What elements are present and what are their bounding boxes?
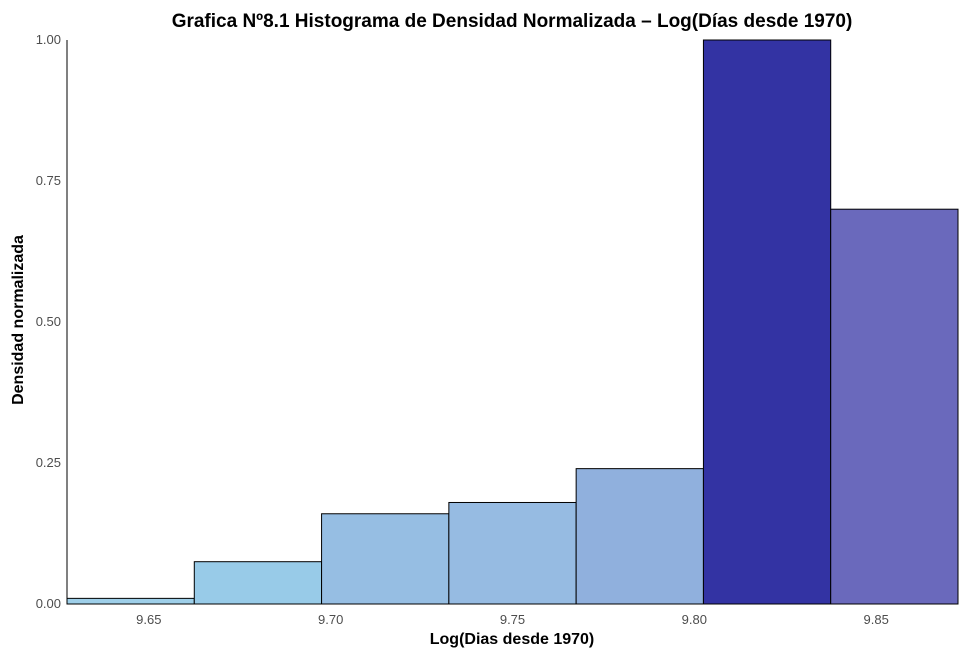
histogram-bar-3 [321,513,450,605]
x-tick-label: 9.80 [682,612,707,627]
x-tick-labels: 9.65 9.70 9.75 9.80 9.85 [136,612,889,627]
x-tick-label: 9.65 [136,612,161,627]
x-tick-label: 9.70 [318,612,343,627]
histogram-bar-7 [830,208,959,605]
bars-group [66,39,959,605]
chart-title: Grafica Nº8.1 Histograma de Densidad Nor… [172,11,853,32]
x-tick-label: 9.85 [864,612,889,627]
y-axis-label: Densidad normalizada [10,235,27,405]
histogram-bar-6 [702,39,832,605]
y-tick-labels: 0.00 0.25 0.50 0.75 1.00 [36,32,61,611]
x-tick-label: 9.75 [500,612,525,627]
y-tick-label: 0.00 [36,596,61,611]
histogram-bar-1 [66,597,195,605]
histogram-bar-5 [575,468,704,605]
histogram-bar-2 [193,561,323,605]
y-tick-label: 1.00 [36,32,61,47]
histogram-bar-4 [448,501,577,605]
y-tick-label: 0.50 [36,314,61,329]
y-tick-label: 0.25 [36,455,61,470]
x-axis-label: Log(Dias desde 1970) [430,631,595,648]
y-tick-label: 0.75 [36,173,61,188]
